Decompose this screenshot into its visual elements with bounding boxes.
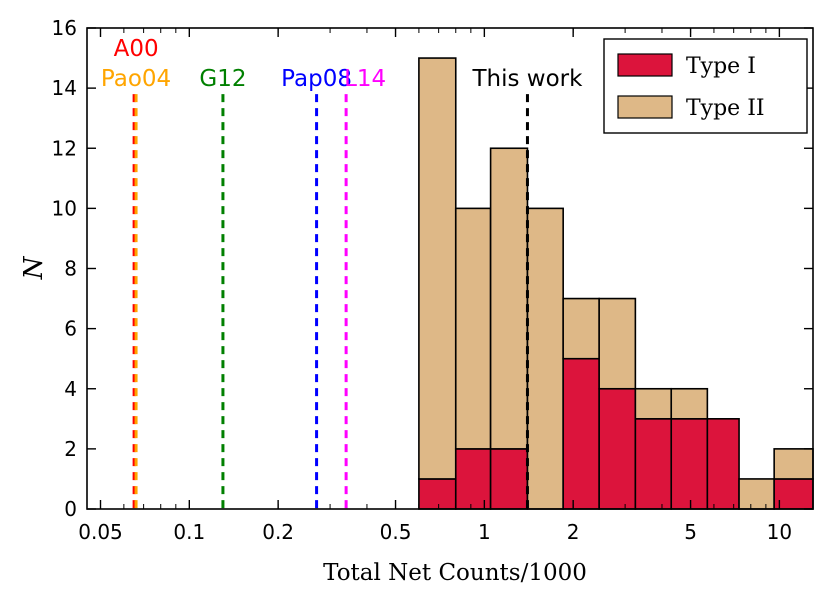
bar-type-ii-bin-0 [418,57,457,480]
bar-type-i-bin-6 [634,418,673,510]
x-tick-label-0: 0.05 [78,520,123,544]
y-tick-label-4: 8 [64,257,77,281]
bar-type-ii-bin-3 [526,207,564,510]
bar-type-i-bin-10 [773,478,814,510]
bar-type-ii-bin-1 [454,207,492,450]
y-tick-label-3: 6 [64,317,77,341]
x-tick-label-1: 0.1 [173,520,205,544]
y-tick-label-8: 16 [52,16,77,40]
ref-label-this-work: This work [471,66,583,92]
y-axis-ticks: 0 2 4 6 8 10 12 14 16 [52,16,813,521]
x-axis-label: Total Net Counts/1000 [323,560,587,586]
legend-swatch-type-ii [617,95,673,119]
y-tick-label-5: 10 [52,196,77,220]
bar-type-i-bin-4 [562,357,600,510]
ref-label-pap08: Pap08 [281,66,352,92]
legend-label-type-ii: Type II [686,96,765,121]
y-tick-label-6: 12 [52,136,77,160]
bar-type-ii-bin-7 [670,387,709,420]
x-axis-ticks: 0.05 0.1 0.2 0.5 1 2 5 10 [78,28,792,544]
ref-label-l14: L14 [344,66,386,92]
bar-type-ii-bin-5 [598,297,637,390]
y-tick-label-7: 14 [52,76,77,100]
bar-type-ii-bin-2 [489,147,529,450]
y-tick-label-1: 2 [64,437,77,461]
ref-label-bg-this-work [459,64,596,92]
histogram-bars [418,57,814,510]
x-tick-label-6: 5 [684,520,697,544]
bar-type-i-bin-8 [706,418,740,510]
ref-label-pao04: Pao04 [101,66,171,92]
y-axis-label: N [19,255,49,280]
y-tick-label-0: 0 [64,497,77,521]
legend: Type I Type II [603,38,808,134]
x-tick-label-2: 0.2 [262,520,294,544]
x-tick-label-4: 1 [478,520,491,544]
x-tick-label-3: 0.5 [380,520,412,544]
ref-label-a00: A00 [114,36,159,62]
bar-type-ii-bin-9 [738,478,775,510]
y-tick-label-2: 4 [64,377,77,401]
legend-label-type-i: Type I [686,54,756,79]
legend-swatch-type-i [617,53,673,77]
x-tick-label-5: 2 [567,520,580,544]
bar-type-i-bin-2 [489,448,529,510]
bar-type-i-bin-0 [418,478,457,510]
ref-label-g12: G12 [199,66,246,92]
x-tick-label-7: 10 [767,520,792,544]
bar-type-ii-bin-4 [562,297,600,360]
bar-type-i-bin-7 [670,418,709,510]
bar-type-i-bin-1 [454,448,492,510]
bar-type-i-bin-5 [598,387,637,510]
bar-type-ii-bin-10 [773,448,814,480]
bar-type-ii-bin-6 [634,387,673,420]
